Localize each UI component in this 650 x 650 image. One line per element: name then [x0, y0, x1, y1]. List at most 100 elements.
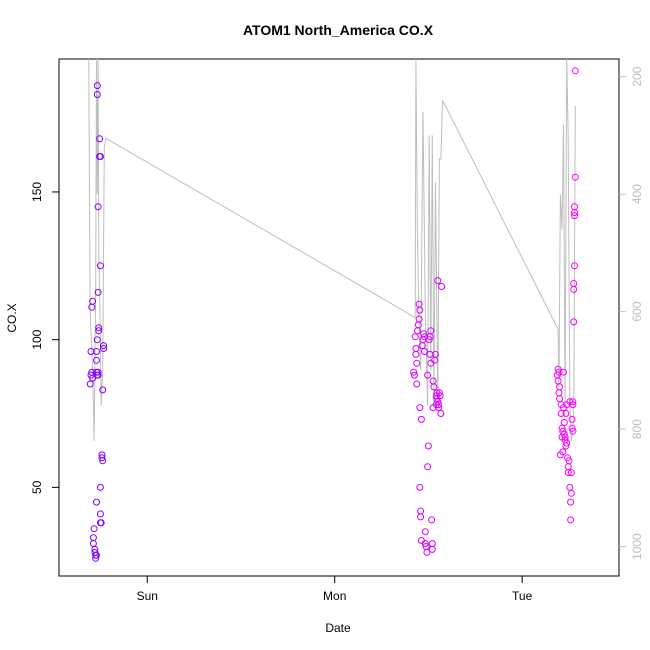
data-point	[428, 516, 436, 524]
data-point	[560, 368, 567, 376]
data-point	[427, 327, 435, 335]
data-point	[571, 173, 579, 181]
x-tick-label: Mon	[323, 589, 346, 603]
data-point	[96, 153, 104, 160]
data-point	[412, 345, 420, 352]
data-point	[570, 280, 578, 287]
data-point	[89, 297, 97, 305]
data-point	[571, 212, 578, 220]
data-point	[417, 513, 425, 521]
data-point	[95, 327, 103, 335]
data-point	[99, 457, 107, 465]
data-point	[432, 350, 439, 358]
data-point	[421, 528, 429, 536]
y2-tick-label: 200	[630, 66, 644, 86]
data-point	[99, 386, 107, 394]
data-points	[86, 67, 579, 562]
data-point	[98, 454, 106, 462]
y-axis-label: CO.X	[5, 303, 19, 332]
data-point	[569, 398, 577, 406]
data-point	[89, 534, 97, 542]
y2-tick-label: 800	[630, 419, 644, 439]
data-point	[89, 540, 97, 547]
data-point	[96, 483, 104, 491]
x-axis-label: Date	[325, 621, 351, 635]
data-point	[100, 345, 107, 352]
data-point	[556, 383, 564, 391]
data-point	[429, 377, 437, 385]
data-point	[560, 418, 568, 426]
data-point	[434, 277, 442, 285]
y-tick-label: 100	[30, 329, 44, 349]
data-point	[413, 380, 421, 388]
data-point	[94, 368, 102, 376]
data-point	[435, 389, 443, 397]
data-point	[416, 483, 424, 491]
data-point	[567, 489, 575, 497]
pressure-line	[88, 58, 576, 441]
data-point	[96, 510, 104, 518]
data-point	[421, 348, 428, 355]
chart-title: ATOM1 North_America CO.X	[243, 22, 434, 38]
data-point	[416, 404, 424, 412]
data-point	[569, 401, 577, 409]
data-point	[438, 283, 446, 290]
data-point	[96, 262, 104, 270]
data-point	[571, 203, 578, 211]
axes: Sun Mon Tue 50 100 150 200 400 600 800 1000	[30, 66, 644, 603]
pressure-line-layer	[88, 58, 576, 441]
data-point	[90, 525, 98, 533]
data-point	[93, 82, 101, 90]
y-tick-label: 50	[30, 480, 44, 494]
data-point	[413, 359, 421, 367]
data-point	[437, 410, 445, 417]
data-point	[94, 288, 102, 296]
plot-frame	[58, 58, 620, 577]
data-point	[95, 324, 103, 332]
data-point	[563, 439, 571, 447]
data-point	[556, 395, 564, 403]
data-point	[428, 545, 436, 553]
data-point	[421, 540, 429, 547]
data-point	[425, 336, 433, 344]
data-point	[567, 469, 575, 477]
data-point	[554, 365, 562, 373]
data-point	[415, 315, 423, 323]
data-point	[567, 498, 575, 506]
data-point	[568, 415, 576, 423]
data-point	[86, 380, 94, 388]
data-point	[93, 348, 100, 355]
data-point	[559, 448, 567, 456]
x-tick-label: Tue	[512, 589, 533, 603]
data-point	[417, 415, 425, 423]
data-point	[96, 135, 104, 143]
data-point	[554, 377, 562, 385]
x-tick-label: Sun	[137, 589, 158, 603]
data-point	[94, 371, 102, 379]
data-point	[416, 306, 424, 314]
data-point	[96, 519, 104, 527]
data-point	[411, 333, 419, 341]
data-point	[564, 463, 572, 471]
data-point	[93, 551, 100, 559]
data-point	[567, 516, 575, 524]
data-point	[565, 457, 573, 465]
data-point	[557, 410, 565, 417]
data-point	[412, 350, 420, 358]
data-point	[555, 389, 563, 397]
y2-tick-label: 600	[630, 301, 644, 321]
data-point	[571, 262, 578, 270]
data-point	[420, 330, 428, 338]
data-point	[558, 424, 566, 432]
data-point	[435, 404, 443, 412]
data-point	[435, 401, 443, 409]
data-point	[424, 371, 432, 379]
data-point	[417, 507, 425, 515]
data-point	[93, 498, 100, 506]
data-point	[94, 203, 102, 211]
data-point	[93, 356, 100, 364]
data-point	[423, 548, 431, 556]
data-point	[562, 410, 570, 417]
data-point	[93, 91, 101, 98]
